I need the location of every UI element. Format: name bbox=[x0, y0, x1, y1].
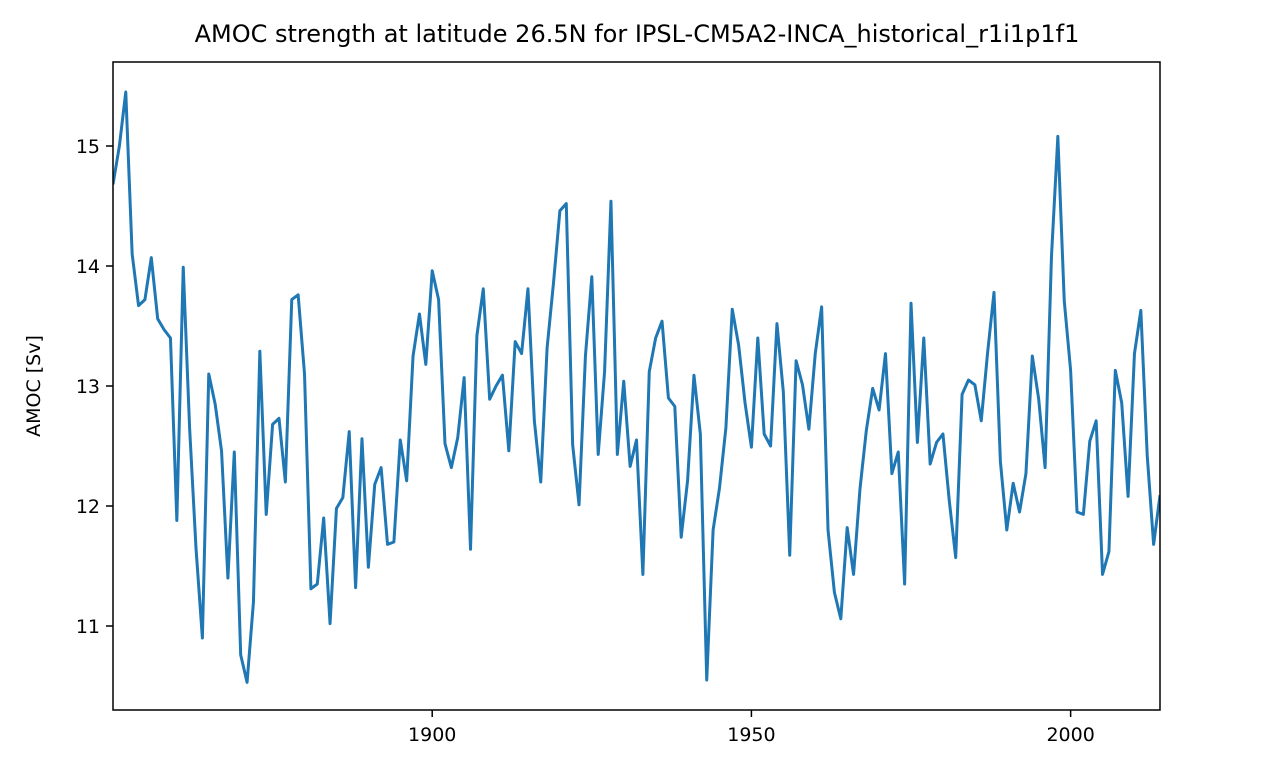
y-tick-label: 15 bbox=[76, 136, 100, 158]
x-tick-label: 1900 bbox=[408, 724, 456, 746]
chart-title: AMOC strength at latitude 26.5N for IPSL… bbox=[195, 20, 1080, 48]
y-tick-label: 12 bbox=[76, 496, 100, 518]
y-tick-label: 14 bbox=[76, 256, 100, 278]
x-tick-label: 1950 bbox=[727, 724, 775, 746]
y-axis-label: AMOC [Sv] bbox=[23, 335, 45, 437]
x-tick-label: 2000 bbox=[1046, 724, 1094, 746]
plot-frame bbox=[112, 61, 1161, 711]
plot-area: 1900 1950 2000 11 12 13 14 15 bbox=[76, 90, 1160, 746]
y-tick-label: 11 bbox=[76, 616, 100, 638]
series-line bbox=[113, 90, 1160, 684]
y-tick-label: 13 bbox=[76, 376, 100, 398]
